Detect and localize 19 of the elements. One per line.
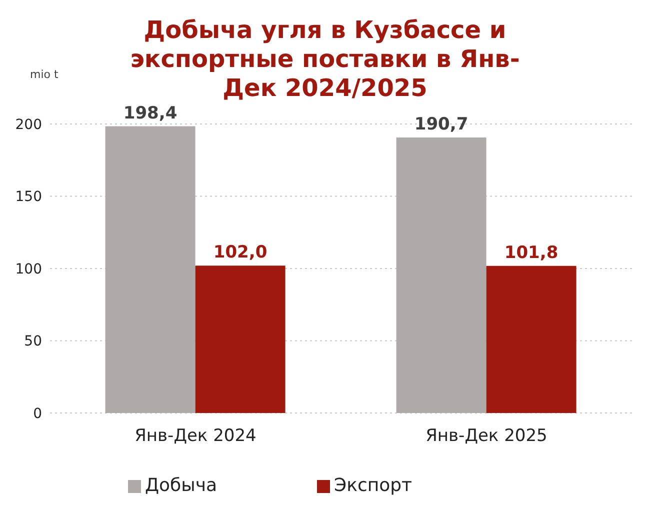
y-tick-label: 0 <box>33 406 42 422</box>
legend-label: Добыча <box>144 475 218 496</box>
bar <box>486 266 576 413</box>
legend-label: Экспорт <box>334 475 412 496</box>
chart-title: Добыча угля в Кузбассе и экспортные поставки в Янв-Дек 2024/2025 <box>129 16 521 103</box>
data-label: 102,0 <box>213 242 268 263</box>
y-tick-label: 50 <box>24 334 42 350</box>
data-label: 198,4 <box>123 103 178 124</box>
bar <box>195 266 286 413</box>
bar <box>105 126 196 413</box>
data-label: 101,8 <box>504 242 558 263</box>
x-tick-label: Янв-Дек 2025 <box>426 426 548 446</box>
x-tick-label: Янв-Дек 2024 <box>134 426 256 446</box>
data-label: 190,7 <box>414 114 468 134</box>
bar <box>396 137 486 413</box>
y-tick-label: 150 <box>15 189 42 206</box>
y-tick-label: 200 <box>15 116 42 133</box>
y-tick-label: 100 <box>15 261 42 278</box>
y-axis-title: mio t <box>30 68 58 81</box>
